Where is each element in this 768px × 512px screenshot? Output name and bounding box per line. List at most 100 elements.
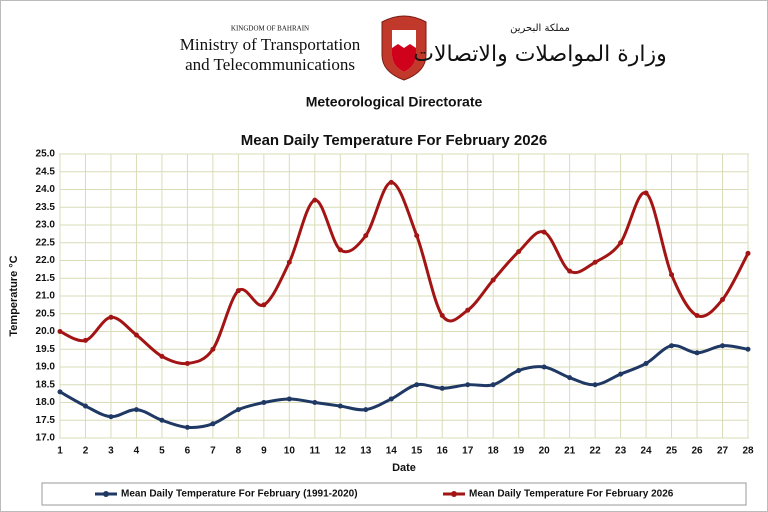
data-point	[133, 407, 139, 413]
y-tick-label: 25.0	[36, 149, 56, 160]
data-point	[184, 360, 190, 366]
data-point	[286, 259, 292, 265]
data-point	[694, 313, 700, 319]
arabic-ministry: وزارة المواصلات والاتصالات	[413, 42, 666, 67]
y-tick-label: 18.5	[36, 379, 56, 390]
x-tick-label: 23	[615, 446, 627, 457]
data-point	[592, 382, 598, 388]
x-tick-label: 18	[488, 446, 500, 457]
data-point	[133, 332, 139, 338]
data-point	[745, 346, 751, 352]
y-tick-label: 17.5	[36, 415, 56, 426]
data-point	[439, 313, 445, 319]
data-point	[567, 375, 573, 381]
data-point	[286, 396, 292, 402]
x-tick-label: 4	[134, 446, 140, 457]
x-tick-label: 25	[666, 446, 678, 457]
data-point	[210, 421, 216, 427]
data-point	[57, 389, 63, 395]
legend-marker	[451, 491, 457, 497]
data-point	[643, 190, 649, 196]
y-tick-label: 23.0	[36, 220, 56, 231]
y-tick-label: 21.0	[36, 291, 56, 302]
data-point	[337, 403, 343, 409]
x-tick-label: 7	[210, 446, 216, 457]
x-tick-label: 11	[310, 446, 321, 457]
data-point	[516, 368, 522, 374]
data-point	[414, 233, 420, 239]
data-point	[745, 250, 751, 256]
y-tick-label: 20.5	[36, 308, 56, 319]
legend-marker	[103, 491, 109, 497]
arabic-kingdom: مملكة البحرين	[510, 23, 570, 34]
data-point	[643, 360, 649, 366]
x-axis-label: Date	[392, 462, 416, 474]
data-point	[235, 288, 241, 294]
x-tick-label: 21	[564, 446, 576, 457]
data-point	[592, 259, 598, 265]
data-point	[388, 179, 394, 185]
data-point	[261, 302, 267, 308]
data-point	[414, 382, 420, 388]
x-tick-label: 14	[386, 446, 398, 457]
data-point	[159, 417, 165, 423]
data-point	[363, 407, 369, 413]
series-line	[59, 180, 750, 366]
x-tick-label: 6	[185, 446, 191, 457]
data-point	[108, 414, 114, 420]
y-axis-label: Temperature °C	[8, 255, 20, 336]
data-point	[694, 350, 700, 356]
y-tick-label: 22.5	[36, 237, 56, 248]
y-tick-label: 24.0	[36, 184, 56, 195]
chart-title: Mean Daily Temperature For February 2026	[241, 132, 548, 149]
x-tick-label: 15	[411, 446, 423, 457]
x-tick-label: 16	[437, 446, 449, 457]
data-point	[82, 403, 88, 409]
data-point	[337, 247, 343, 253]
y-tick-label: 22.0	[36, 255, 56, 266]
data-point	[541, 364, 547, 370]
y-tick-label: 17.0	[36, 433, 56, 444]
data-point	[184, 424, 190, 430]
data-point	[567, 268, 573, 274]
data-point	[439, 385, 445, 391]
x-tick-label: 17	[462, 446, 474, 457]
data-point	[210, 346, 216, 352]
data-point	[669, 343, 675, 349]
series-line	[59, 343, 749, 429]
data-point	[57, 329, 63, 334]
data-point	[490, 277, 496, 283]
data-point	[465, 382, 471, 388]
x-tick-label: 28	[742, 446, 754, 457]
y-tick-label: 23.5	[36, 202, 56, 213]
legend-label: Mean Daily Temperature For February 2026	[469, 489, 674, 500]
data-point	[618, 240, 624, 246]
x-tick-label: 12	[335, 446, 347, 457]
x-tick-label: 22	[590, 446, 602, 457]
y-tick-label: 21.5	[36, 273, 56, 284]
data-point	[541, 229, 547, 235]
x-tick-label: 26	[691, 446, 703, 457]
data-point	[465, 307, 471, 313]
x-tick-label: 3	[108, 446, 114, 457]
x-tick-label: 20	[539, 446, 551, 457]
data-point	[516, 249, 522, 255]
data-point	[261, 400, 267, 405]
y-tick-label: 19.5	[36, 344, 56, 355]
x-tick-label: 2	[83, 446, 89, 457]
y-tick-label: 19.0	[36, 362, 56, 373]
x-tick-label: 10	[284, 446, 296, 457]
data-point	[720, 297, 726, 303]
ministry-line1: Ministry of Transportation	[180, 35, 361, 54]
data-point	[235, 407, 241, 413]
legend-label: Mean Daily Temperature For February (199…	[121, 489, 358, 500]
x-tick-label: 1	[57, 446, 63, 457]
legend	[41, 482, 747, 506]
x-tick-label: 19	[513, 446, 525, 457]
y-tick-label: 24.5	[36, 166, 56, 177]
data-point	[159, 353, 165, 359]
x-tick-label: 24	[641, 446, 653, 457]
data-point	[720, 343, 726, 349]
